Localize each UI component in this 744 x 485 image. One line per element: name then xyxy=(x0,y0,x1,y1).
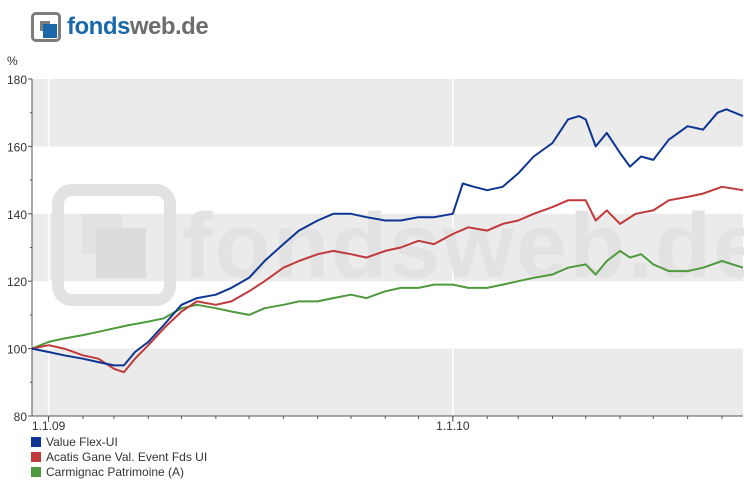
watermark-text: fondsweb.de xyxy=(182,195,744,297)
x-tick-label-1.1.09: 1.1.09 xyxy=(32,419,66,432)
y-tick-label-120: 120 xyxy=(7,275,27,289)
legend-swatch xyxy=(31,466,41,477)
legend-swatch xyxy=(31,451,41,462)
brand-part2: web.de xyxy=(129,13,209,40)
legend-swatch xyxy=(31,436,41,447)
y-tick-label-100: 100 xyxy=(7,343,27,357)
series-line-2 xyxy=(31,249,744,350)
y-tick-label-140: 140 xyxy=(7,208,27,222)
band-80 xyxy=(32,348,743,416)
legend-item: Value Flex-UI xyxy=(31,434,207,449)
series-line-0 xyxy=(31,108,744,367)
y-tick-label-80: 80 xyxy=(14,410,28,424)
series-line-1 xyxy=(31,185,744,374)
y-axis-label: % xyxy=(7,54,18,68)
legend-item: Carmignac Patrimoine (A) xyxy=(31,464,207,479)
legend-item: Acatis Gane Val. Event Fds UI xyxy=(31,449,207,464)
legend-label: Carmignac Patrimoine (A) xyxy=(46,464,185,479)
y-tick-label-180: 180 xyxy=(7,73,27,87)
chart-series xyxy=(31,108,744,374)
brand-name: fondsweb.de xyxy=(67,13,209,41)
x-tick-label-1.1.10: 1.1.10 xyxy=(436,419,470,432)
line-chart: fondsweb.de 80 100 120 140 160 180% 1.1.09 1.1.… xyxy=(7,54,744,432)
watermark-logo-frame xyxy=(52,184,176,306)
band-160 xyxy=(32,79,743,147)
chart-bands xyxy=(32,79,743,416)
watermark-logo-square-2 xyxy=(96,228,146,278)
logo-icon xyxy=(31,12,61,42)
legend: Value Flex-UI Acatis Gane Val. Event Fds … xyxy=(31,434,207,479)
brand-part1: fonds xyxy=(67,13,130,40)
brand-logo: fondsweb.de xyxy=(31,10,209,44)
legend-label: Value Flex-UI xyxy=(46,434,118,449)
band-120 xyxy=(32,213,743,282)
y-tick-label-160: 160 xyxy=(7,140,27,154)
watermark: fondsweb.de xyxy=(52,184,744,306)
chart-axes: 80 100 120 140 160 180% 1.1.09 1.1.10 xyxy=(7,54,743,432)
legend-label: Acatis Gane Val. Event Fds UI xyxy=(46,449,208,464)
